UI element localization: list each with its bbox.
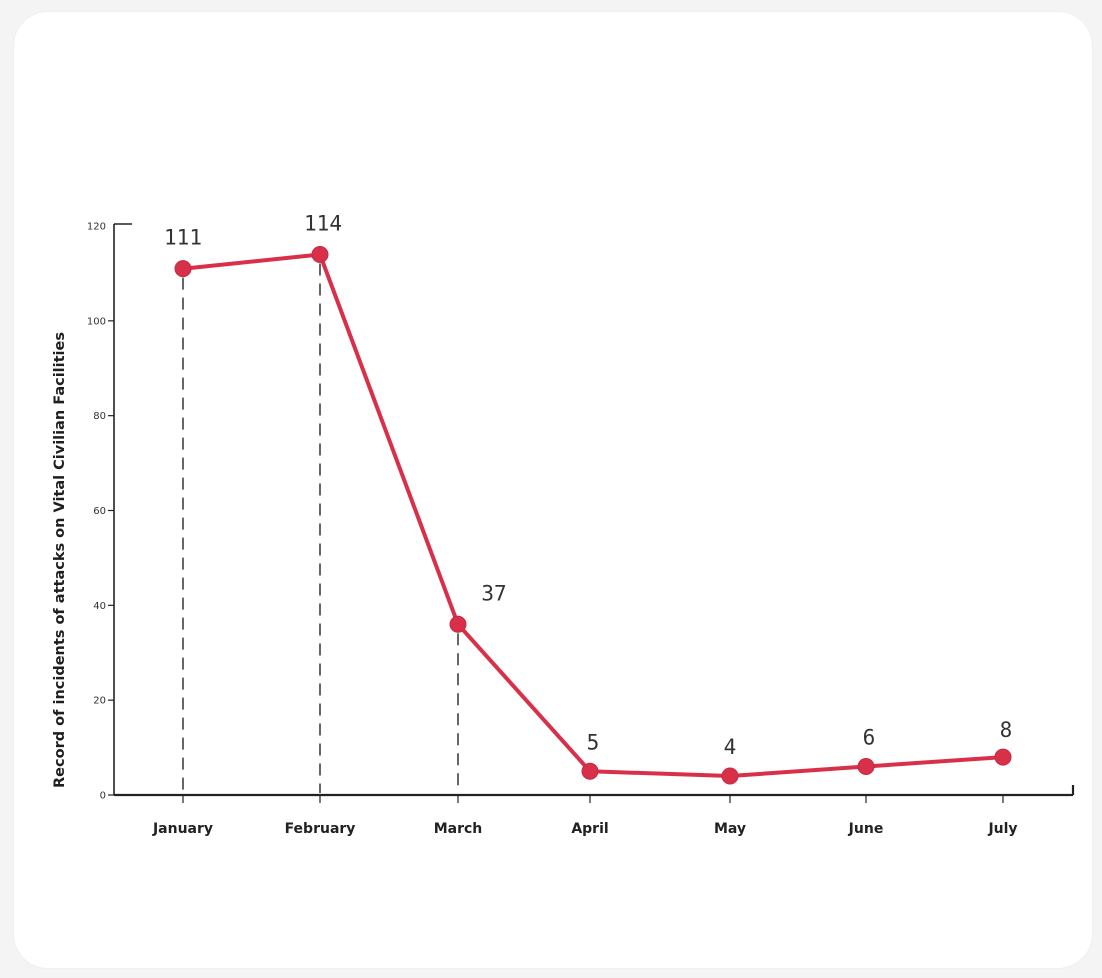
y-tick-label: 40 <box>93 601 106 612</box>
y-tick-label: 80 <box>93 411 106 422</box>
y-tick-label: 0 <box>100 791 106 802</box>
labels-group: 111 114 37 5 4 6 8 <box>164 211 1012 759</box>
x-tick-label: April <box>571 821 608 837</box>
x-tick-label: July <box>987 821 1017 837</box>
data-label: 111 <box>164 226 202 250</box>
y-tick-label: 120 <box>87 222 106 233</box>
data-label: 6 <box>863 726 876 750</box>
data-point <box>857 758 875 776</box>
data-point <box>449 615 467 633</box>
data-point <box>994 748 1012 766</box>
x-tick-label: January <box>152 821 213 837</box>
data-label: 4 <box>724 735 737 759</box>
data-label: 37 <box>481 581 506 605</box>
data-point <box>311 245 329 263</box>
y-tick-label: 100 <box>87 316 106 327</box>
data-point <box>581 762 599 780</box>
data-label: 114 <box>304 211 342 235</box>
y-axis-title: Record of incidents of attacks on Vital … <box>52 332 68 788</box>
series-line <box>181 252 1005 778</box>
x-tick-label: February <box>285 821 356 837</box>
data-point <box>721 767 739 785</box>
drop-lines <box>182 263 459 793</box>
series-group <box>174 245 1012 785</box>
y-tick-label: 20 <box>93 696 106 707</box>
x-tick-label: March <box>434 821 483 837</box>
data-label: 5 <box>587 730 600 754</box>
data-label: 8 <box>1000 718 1013 742</box>
axes: 0 20 40 60 80 100 120 January February March April… <box>87 222 1075 837</box>
x-tick-label: May <box>714 821 746 837</box>
chart-card <box>14 12 1092 968</box>
data-point <box>174 260 192 278</box>
x-tick-label: June <box>848 821 884 837</box>
y-tick-label: 60 <box>93 506 106 517</box>
